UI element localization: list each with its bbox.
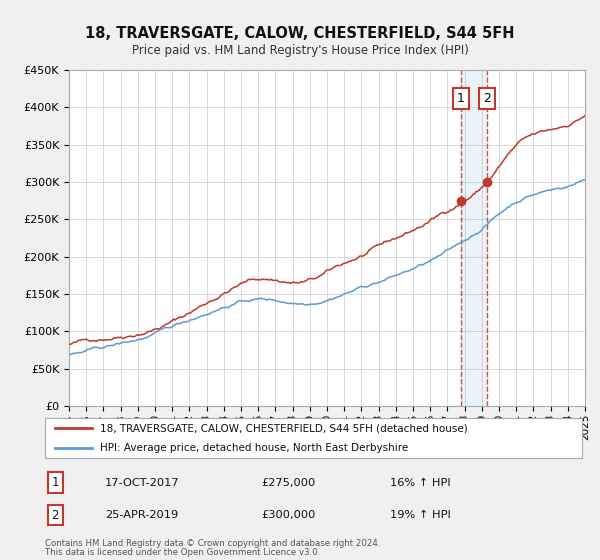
- Text: 1: 1: [52, 476, 59, 489]
- Text: 2: 2: [52, 508, 59, 522]
- Text: 2: 2: [484, 92, 491, 105]
- Text: This data is licensed under the Open Government Licence v3.0.: This data is licensed under the Open Gov…: [45, 548, 320, 557]
- Text: Contains HM Land Registry data © Crown copyright and database right 2024.: Contains HM Land Registry data © Crown c…: [45, 539, 380, 548]
- Text: 16% ↑ HPI: 16% ↑ HPI: [390, 478, 451, 488]
- Text: 18, TRAVERSGATE, CALOW, CHESTERFIELD, S44 5FH (detached house): 18, TRAVERSGATE, CALOW, CHESTERFIELD, S4…: [100, 423, 468, 433]
- Text: 1: 1: [457, 92, 465, 105]
- Text: HPI: Average price, detached house, North East Derbyshire: HPI: Average price, detached house, Nort…: [100, 444, 409, 454]
- Text: 25-APR-2019: 25-APR-2019: [105, 510, 178, 520]
- Text: £275,000: £275,000: [261, 478, 315, 488]
- Bar: [461, 70, 487, 406]
- Text: Price paid vs. HM Land Registry's House Price Index (HPI): Price paid vs. HM Land Registry's House …: [131, 44, 469, 57]
- Text: 17-OCT-2017: 17-OCT-2017: [105, 478, 179, 488]
- Text: 19% ↑ HPI: 19% ↑ HPI: [390, 510, 451, 520]
- Text: £300,000: £300,000: [261, 510, 316, 520]
- Text: 18, TRAVERSGATE, CALOW, CHESTERFIELD, S44 5FH: 18, TRAVERSGATE, CALOW, CHESTERFIELD, S4…: [85, 26, 515, 41]
